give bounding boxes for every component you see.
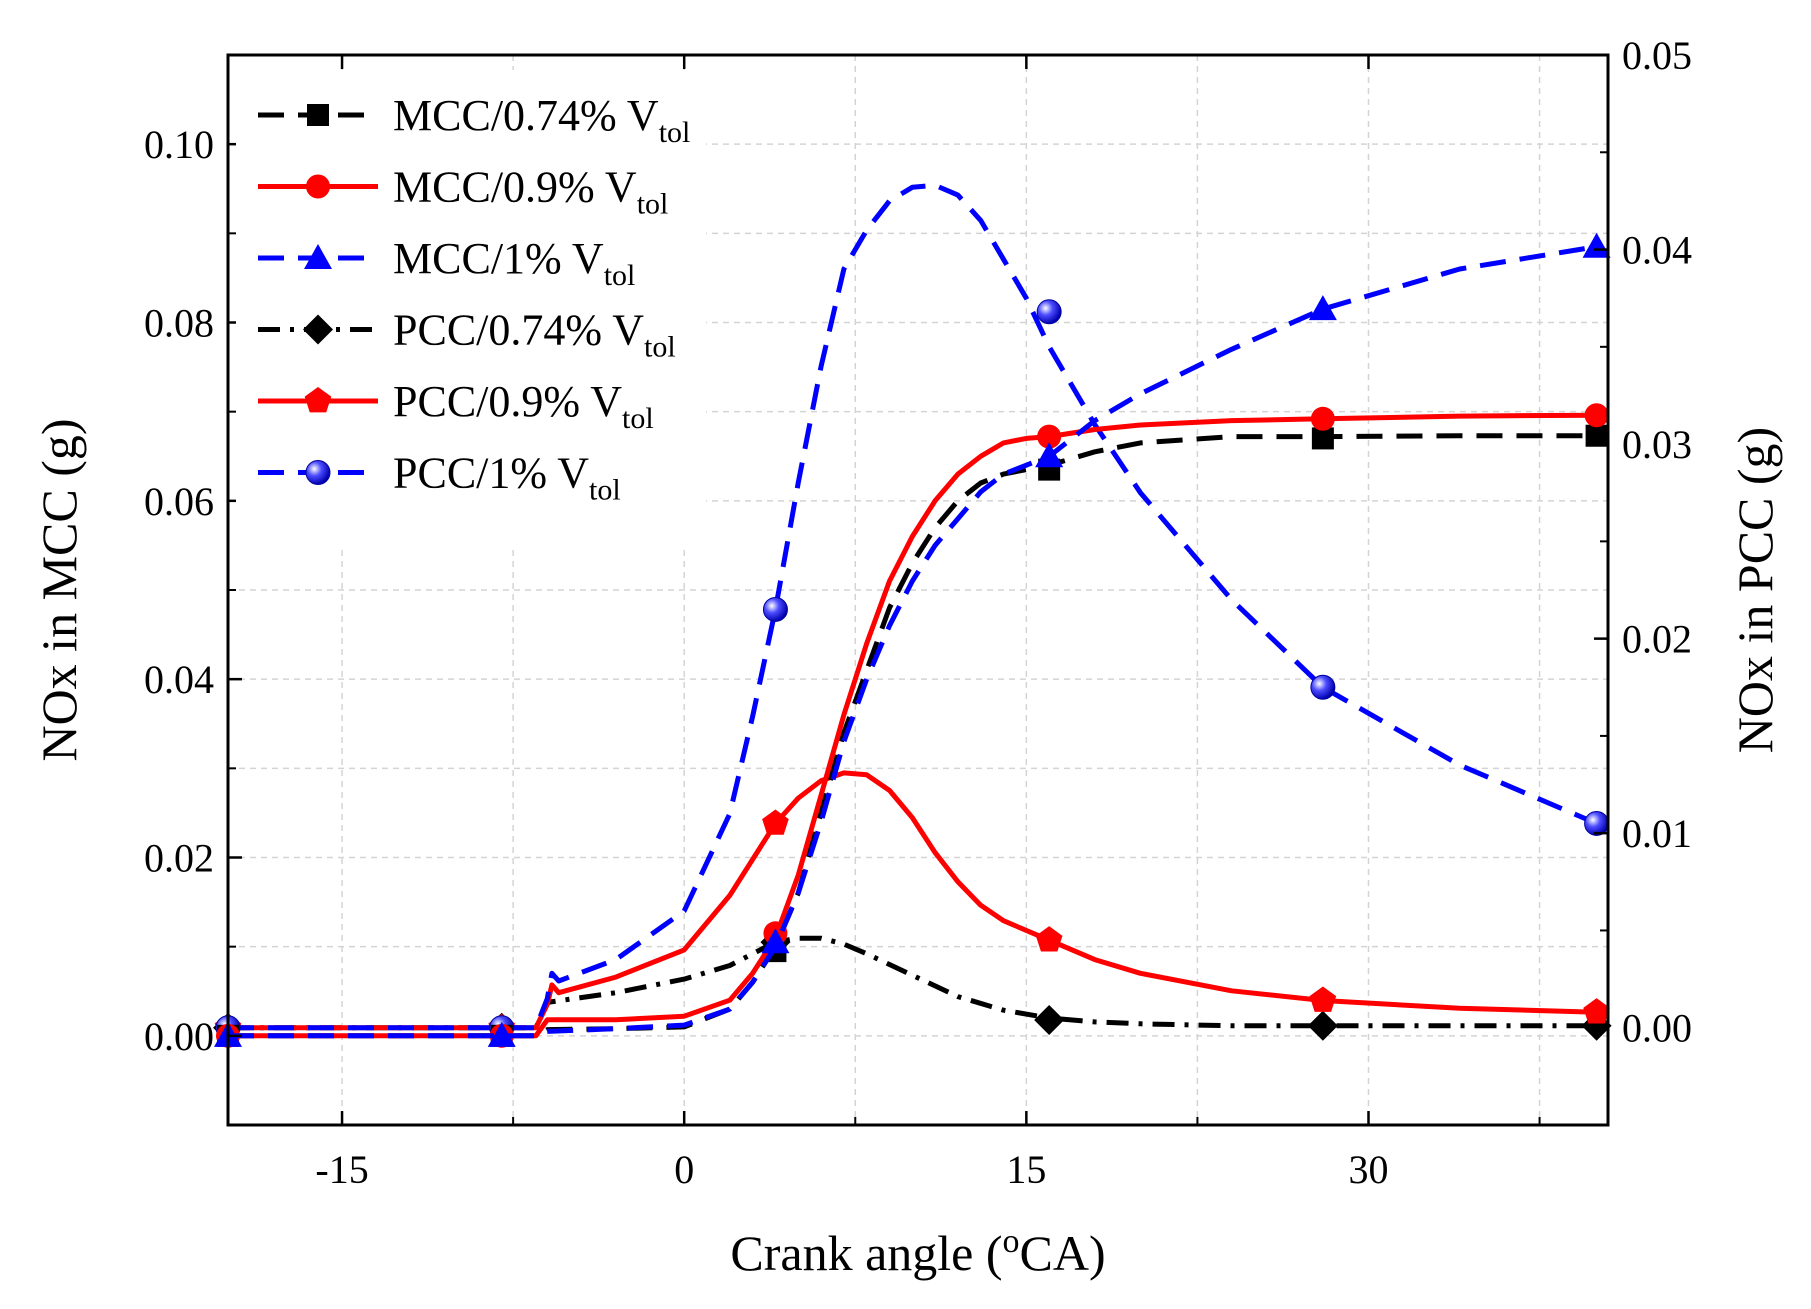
data-point (1309, 986, 1337, 1012)
x-tick-label: 30 (1348, 1147, 1388, 1192)
y-right-tick-label: 0.03 (1622, 422, 1692, 467)
series-3 (214, 232, 1611, 1047)
legend-item: MCC/1% Vtol (258, 234, 635, 292)
legend-item: PCC/0.9% Vtol (258, 377, 654, 435)
legend-item: PCC/1% Vtol (258, 449, 621, 507)
data-point (487, 1021, 516, 1047)
y-left-axis-title: NOx in MCC (g) (31, 418, 87, 761)
y-left-tick-label: 0.06 (144, 479, 214, 524)
data-point (761, 928, 790, 954)
data-point (1307, 1010, 1338, 1041)
series-line (228, 182, 1598, 1031)
legend-label: MCC/1% Vtol (393, 234, 635, 292)
legend-label: PCC/0.9% Vtol (393, 377, 654, 435)
legend-label: MCC/0.9% Vtol (393, 163, 668, 221)
data-point (762, 809, 789, 835)
y-left-tick-label: 0.02 (144, 836, 214, 881)
y-right-tick-label: 0.02 (1622, 617, 1692, 662)
legend-label: PCC/0.74% Vtol (393, 306, 676, 364)
data-point (1583, 998, 1610, 1024)
series-line (228, 935, 1597, 1031)
data-point (1036, 299, 1062, 325)
legend: MCC/0.74% Vtol MCC/0.9% Vtol MCC/1% Vtol PC… (236, 70, 706, 550)
data-point (1584, 810, 1610, 836)
series-line (228, 770, 1597, 1031)
data-point (1582, 232, 1611, 258)
data-point (1034, 1004, 1065, 1035)
x-axis-title: Crank angle (oCA) (730, 1223, 1105, 1281)
y-left-tick-label: 0.00 (144, 1014, 214, 1059)
y-left-tick-label: 0.08 (144, 301, 214, 346)
legend-marker (306, 174, 330, 199)
data-point (1308, 295, 1337, 321)
y-left-tick-label: 0.10 (144, 122, 214, 167)
legend-item: MCC/0.9% Vtol (258, 163, 668, 221)
series-5 (214, 770, 1610, 1040)
axes-ticks: -15 0 15 30 0.00 0.02 0.04 0.06 0.08 0.10 0.00 0.01… (144, 33, 1692, 1192)
data-point (1581, 1010, 1612, 1041)
y-right-tick-label: 0.00 (1622, 1006, 1692, 1051)
legend-marker (303, 314, 333, 345)
data-point (1311, 427, 1334, 450)
x-tick-label: -15 (315, 1147, 368, 1192)
series-layer (213, 182, 1612, 1048)
legend-label: PCC/1% Vtol (393, 449, 621, 507)
data-point (1310, 406, 1335, 431)
y-right-tick-label: 0.05 (1622, 33, 1692, 78)
data-point (1037, 424, 1062, 449)
legend-marker (304, 244, 332, 269)
y-left-tick-label: 0.04 (144, 657, 214, 702)
x-tick-label: 0 (674, 1147, 694, 1192)
legend-item: MCC/0.74% Vtol (258, 91, 690, 149)
y-right-tick-label: 0.04 (1622, 228, 1692, 273)
legend-marker (305, 460, 331, 485)
x-tick-label: 15 (1006, 1147, 1046, 1192)
data-point (1035, 442, 1064, 468)
series-line (228, 412, 1597, 1039)
y-right-axis-title: NOx in PCC (g) (1727, 427, 1783, 753)
data-point (1035, 926, 1063, 952)
legend-label: MCC/0.74% Vtol (393, 91, 690, 149)
series-line (228, 244, 1598, 1039)
data-point (762, 596, 788, 622)
legend-marker (307, 104, 329, 126)
y-right-tick-label: 0.01 (1622, 811, 1692, 856)
data-point (1310, 674, 1336, 700)
data-point (1584, 403, 1609, 428)
legend-item: PCC/0.74% Vtol (258, 306, 676, 364)
legend-marker (304, 387, 332, 413)
data-point (1585, 424, 1608, 447)
